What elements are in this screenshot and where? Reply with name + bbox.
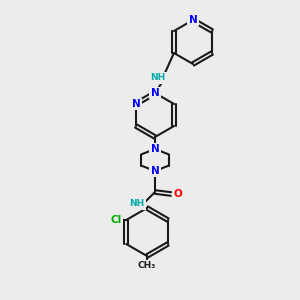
Text: O: O [174, 189, 182, 199]
Text: N: N [151, 144, 159, 154]
Text: CH₃: CH₃ [138, 262, 156, 271]
Text: N: N [189, 15, 197, 25]
Text: N: N [151, 166, 159, 176]
Text: N: N [151, 88, 159, 98]
Text: NH: NH [129, 200, 145, 208]
Text: NH: NH [150, 74, 166, 82]
Text: Cl: Cl [111, 215, 122, 225]
Text: N: N [132, 99, 140, 109]
